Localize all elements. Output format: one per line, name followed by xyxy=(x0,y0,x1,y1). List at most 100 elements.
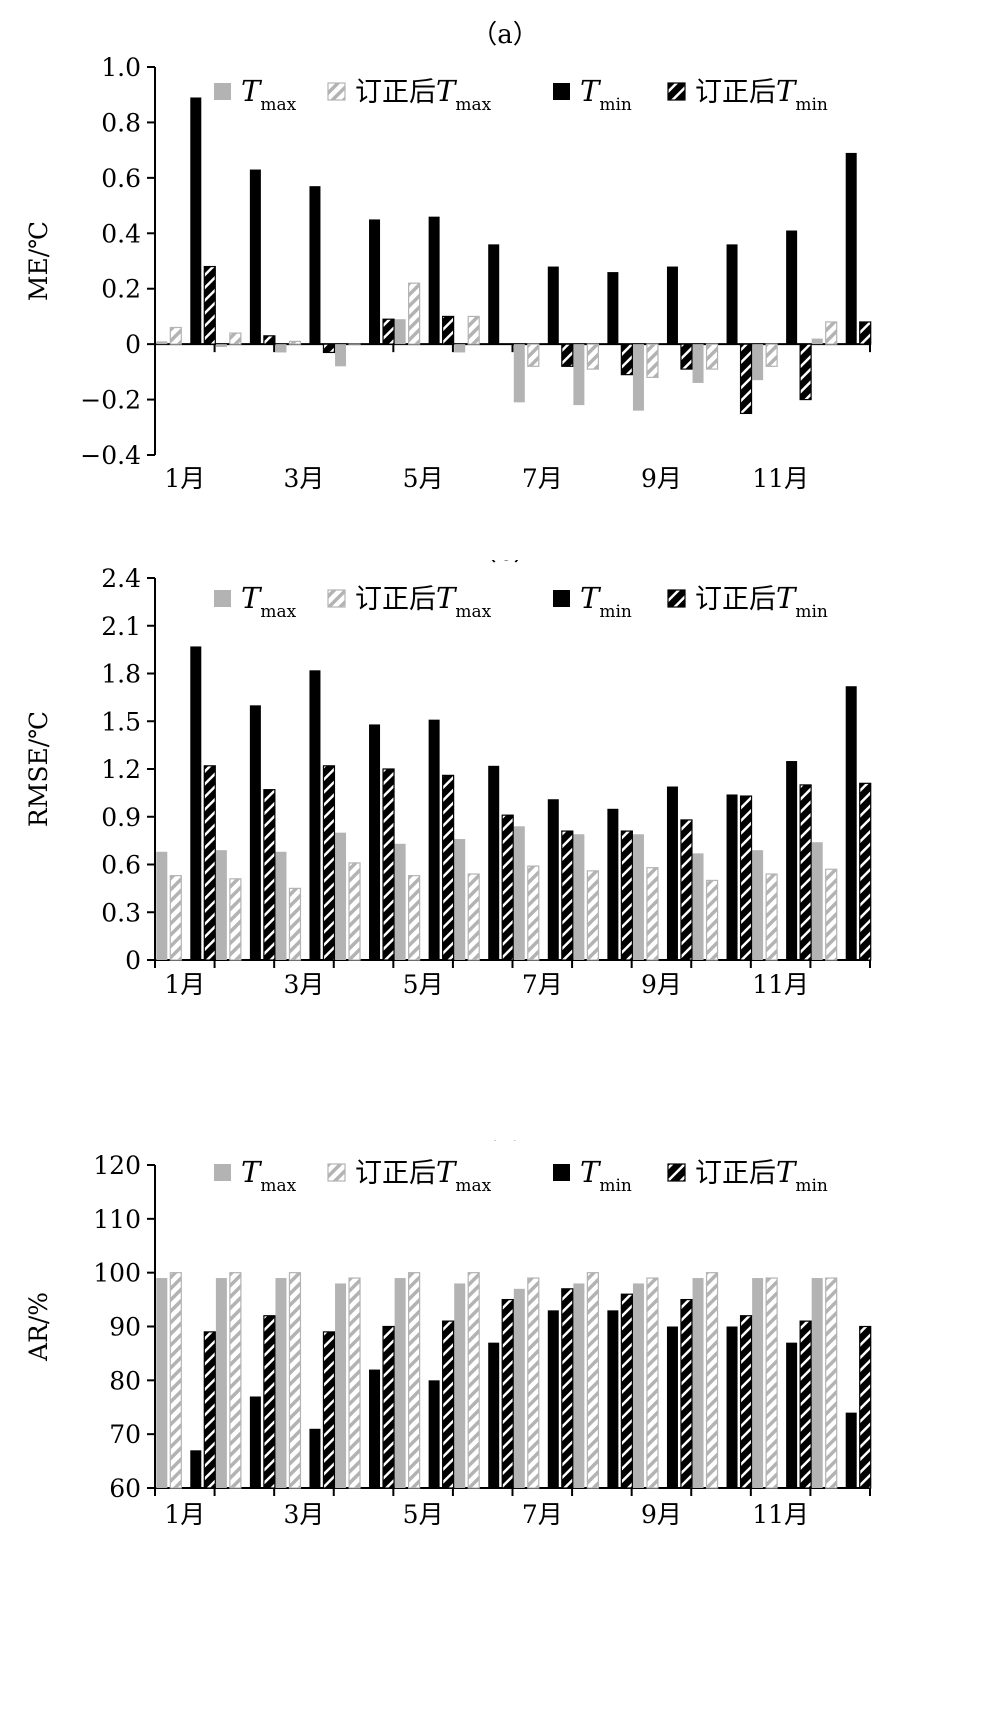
bar-订正后Tmin xyxy=(442,1320,455,1489)
legend-swatch xyxy=(667,589,686,608)
bar-Tmax xyxy=(811,1278,823,1488)
bar-订正后Tmax xyxy=(467,873,480,961)
panel-label: （b） xyxy=(471,560,540,567)
bar-Tmax xyxy=(632,834,644,960)
bar-Tmin xyxy=(845,1412,857,1488)
y-tick-label: 2.4 xyxy=(101,564,141,593)
bar-订正后Tmin xyxy=(382,768,395,961)
legend-label: 订正后Tmin xyxy=(695,74,828,115)
bar-Tmax xyxy=(811,842,823,960)
bar-订正后Tmin xyxy=(561,343,574,367)
y-tick-label: 0 xyxy=(125,330,141,359)
y-axis-label: ME/℃ xyxy=(24,221,53,301)
bar-订正后Tmin xyxy=(799,784,812,961)
bar-订正后Tmax xyxy=(586,343,599,370)
chart-panel-b: （b） 0 0.3 0.6 0.9 1.2 1.5 1.8 2.1 2.4 RMSE/℃ 1月 3月 5月… xyxy=(0,560,1000,1140)
bar-Tmin xyxy=(726,794,738,960)
x-tick-label: 11月 xyxy=(752,1500,809,1529)
bar-订正后Tmin xyxy=(799,343,812,401)
y-tick-label: 120 xyxy=(93,1151,141,1180)
bar-Tmin xyxy=(309,670,321,960)
y-tick-label: 1.5 xyxy=(101,707,141,736)
legend-swatch xyxy=(214,590,231,607)
rmse-chart: （b） 0 0.3 0.6 0.9 1.2 1.5 1.8 2.1 2.4 RMSE/℃ 1月 3月 5月… xyxy=(24,560,872,999)
bar-Tmin xyxy=(666,266,678,345)
bar-订正后Tmin xyxy=(561,830,574,961)
bar-订正后Tmax xyxy=(229,332,242,345)
bar-Tmin xyxy=(309,186,321,345)
bar-Tmax xyxy=(215,344,227,347)
legend-swatch xyxy=(667,82,686,101)
legend-label: Tmax xyxy=(241,1155,297,1196)
bar-Tmax xyxy=(275,851,287,960)
bar-订正后Tmin xyxy=(859,321,872,345)
bar-订正后Tmax xyxy=(705,1272,719,1489)
y-tick-label: 0.8 xyxy=(101,108,141,137)
legend-label: 订正后Tmax xyxy=(355,1155,492,1196)
y-tick-label: 0.3 xyxy=(101,898,141,927)
bar-订正后Tmin xyxy=(739,795,753,961)
panel-label: （a） xyxy=(471,20,539,50)
bar-订正后Tmax xyxy=(408,282,421,345)
panel-label: （c） xyxy=(472,1140,539,1145)
bar-Tmax xyxy=(573,834,585,960)
bar-Tmax xyxy=(275,344,287,353)
legend-swatch xyxy=(553,1164,570,1181)
bar-Tmax xyxy=(811,338,823,345)
bar-订正后Tmin xyxy=(322,343,336,354)
bar-Tmax xyxy=(335,832,347,960)
bar-Tmax xyxy=(573,1283,585,1488)
bar-Tmin xyxy=(249,169,261,345)
y-tick-label: 0.9 xyxy=(101,803,141,832)
bar-订正后Tmin xyxy=(620,830,633,961)
bar-Tmin xyxy=(666,1326,678,1488)
bar-订正后Tmin xyxy=(322,1331,336,1489)
bar-Tmax xyxy=(156,851,168,960)
bar-订正后Tmin xyxy=(263,1315,276,1489)
x-tick-label: 5月 xyxy=(403,464,444,493)
y-tick-label: 80 xyxy=(109,1366,141,1395)
x-tick-label: 3月 xyxy=(284,970,325,999)
me-chart: （a） −0.4 −0.2 0 0.2 0.4 0.6 0.8 1.0 ME/℃ 1月 3月 5月 7月 9… xyxy=(24,20,872,493)
x-tick-label: 3月 xyxy=(284,1500,325,1529)
bar-Tmax xyxy=(692,1278,704,1488)
bar-Tmax xyxy=(692,344,704,383)
bar-订正后Tmax xyxy=(169,326,182,345)
y-tick-label: 0.6 xyxy=(101,164,141,193)
x-tick-label: 7月 xyxy=(522,970,563,999)
bar-订正后Tmax xyxy=(527,1277,540,1489)
bar-Tmax xyxy=(454,344,466,353)
bar-订正后Tmax xyxy=(527,343,540,367)
y-tick-label: 100 xyxy=(93,1259,141,1288)
legend-label: Tmin xyxy=(580,581,632,622)
chart-panel-c: （c） 60 70 80 90 100 110 120 AR/% 1月 3月 5月 7月 9月 11月 Tma… xyxy=(0,1140,1000,1733)
bar-订正后Tmax xyxy=(467,315,480,345)
y-tick-label: 0 xyxy=(125,946,141,975)
legend-label: 订正后Tmax xyxy=(355,581,492,622)
y-tick-label: −0.4 xyxy=(80,441,141,470)
bar-订正后Tmax xyxy=(229,878,242,961)
x-tick-label: 3月 xyxy=(284,464,325,493)
bar-订正后Tmin xyxy=(382,1325,395,1489)
bar-Tmin xyxy=(309,1428,321,1488)
bar-订正后Tmin xyxy=(203,1331,216,1489)
bar-订正后Tmax xyxy=(765,1277,778,1489)
x-tick-label: 11月 xyxy=(752,970,809,999)
bar-订正后Tmax xyxy=(348,1277,361,1489)
bar-订正后Tmax xyxy=(288,887,302,961)
bar-订正后Tmin xyxy=(501,1298,514,1489)
legend-swatch xyxy=(214,1164,231,1181)
bar-Tmax xyxy=(513,344,525,403)
legend-label: Tmax xyxy=(241,74,297,115)
y-tick-label: 90 xyxy=(109,1313,141,1342)
bar-Tmin xyxy=(369,219,381,345)
bar-订正后Tmin xyxy=(442,774,455,961)
bar-Tmin xyxy=(488,244,500,345)
bar-Tmax xyxy=(454,839,466,960)
bar-Tmax xyxy=(215,1278,227,1488)
legend-swatch xyxy=(327,589,346,608)
bar-订正后Tmax xyxy=(288,340,302,345)
bar-Tmax xyxy=(632,344,644,411)
bar-Tmin xyxy=(190,1450,202,1488)
bar-Tmin xyxy=(249,1396,261,1488)
